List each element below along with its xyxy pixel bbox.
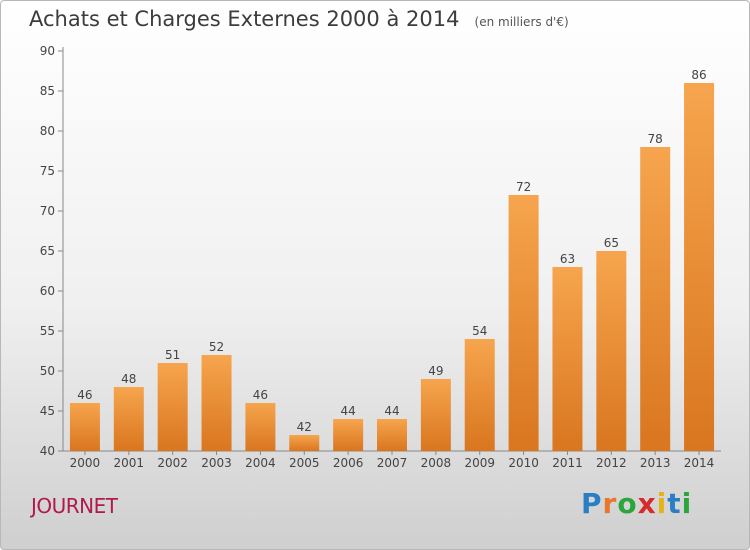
bar-2003 bbox=[201, 355, 232, 451]
x-tick-label: 2001 bbox=[114, 456, 145, 470]
data-label: 78 bbox=[648, 132, 663, 146]
x-tick-label: 2002 bbox=[157, 456, 188, 470]
chart-data-labels: 46 48 51 52 46 42 44 44 49 54 72 63 65 78 86 bbox=[77, 68, 706, 434]
bar-2011 bbox=[552, 267, 583, 451]
y-tick-label: 55 bbox=[40, 324, 55, 338]
bar-2004 bbox=[245, 403, 276, 451]
commune-name: JOURNET bbox=[31, 494, 118, 518]
logo-letter: o bbox=[617, 487, 638, 520]
chart-subtitle: (en milliers d'€) bbox=[474, 15, 569, 29]
data-label: 46 bbox=[77, 388, 92, 402]
bar-2005 bbox=[289, 435, 320, 451]
chart-axes: 40 45 50 55 60 65 70 75 80 85 90 2000 2001 2002 2003 20… bbox=[40, 44, 721, 470]
logo-letter: P bbox=[581, 487, 603, 520]
logo-letter: r bbox=[602, 487, 618, 520]
data-label: 42 bbox=[297, 420, 312, 434]
x-tick-label: 2004 bbox=[245, 456, 276, 470]
proxiti-logo[interactable]: Proxiti bbox=[581, 487, 692, 520]
title-row: Achats et Charges Externes 2000 à 2014 (… bbox=[29, 7, 569, 31]
bar-2007 bbox=[377, 419, 407, 451]
data-label: 72 bbox=[516, 180, 531, 194]
x-tick-label: 2007 bbox=[377, 456, 408, 470]
x-tick-label: 2003 bbox=[201, 456, 232, 470]
x-tick-label: 2011 bbox=[552, 456, 583, 470]
data-label: 51 bbox=[165, 348, 180, 362]
bar-2009 bbox=[464, 339, 495, 451]
x-tick-label: 2005 bbox=[289, 456, 320, 470]
x-tick-label: 2008 bbox=[421, 456, 452, 470]
y-tick-label: 45 bbox=[40, 404, 55, 418]
x-tick-label: 2009 bbox=[464, 456, 495, 470]
x-tick-label: 2014 bbox=[684, 456, 715, 470]
data-label: 52 bbox=[209, 340, 224, 354]
x-tick-label: 2013 bbox=[640, 456, 671, 470]
logo-letter: t bbox=[667, 487, 682, 520]
x-tick-label: 2012 bbox=[596, 456, 627, 470]
y-tick-label: 75 bbox=[40, 164, 55, 178]
bar-2000 bbox=[69, 403, 100, 451]
bar-2008 bbox=[420, 379, 451, 451]
y-tick-label: 70 bbox=[40, 204, 55, 218]
data-label: 44 bbox=[384, 404, 399, 418]
bar-2002 bbox=[157, 363, 188, 451]
chart-bars bbox=[69, 83, 715, 451]
bar-2013 bbox=[640, 147, 671, 451]
bar-2014 bbox=[684, 83, 715, 451]
data-label: 63 bbox=[560, 252, 575, 266]
y-tick-label: 65 bbox=[40, 244, 55, 258]
y-tick-label: 90 bbox=[40, 44, 55, 58]
x-tick-label: 2006 bbox=[333, 456, 364, 470]
data-label: 86 bbox=[691, 68, 706, 82]
data-label: 48 bbox=[121, 372, 136, 386]
data-label: 46 bbox=[253, 388, 268, 402]
data-label: 54 bbox=[472, 324, 487, 338]
y-tick-label: 60 bbox=[40, 284, 55, 298]
x-tick-label: 2010 bbox=[508, 456, 539, 470]
bar-2001 bbox=[113, 387, 144, 451]
logo-letter: x bbox=[637, 487, 657, 520]
y-tick-label: 40 bbox=[40, 444, 55, 458]
bar-2006 bbox=[333, 419, 364, 451]
bar-2012 bbox=[596, 251, 627, 451]
y-tick-label: 50 bbox=[40, 364, 55, 378]
logo-letter: i bbox=[681, 487, 693, 520]
y-tick-label: 80 bbox=[40, 124, 55, 138]
data-label: 65 bbox=[604, 236, 619, 250]
data-label: 49 bbox=[428, 364, 443, 378]
x-tick-label: 2000 bbox=[70, 456, 101, 470]
y-tick-label: 85 bbox=[40, 84, 55, 98]
data-label: 44 bbox=[340, 404, 355, 418]
chart-title: Achats et Charges Externes 2000 à 2014 bbox=[29, 7, 460, 31]
logo-letter: i bbox=[656, 487, 668, 520]
bar-2010 bbox=[508, 195, 539, 451]
